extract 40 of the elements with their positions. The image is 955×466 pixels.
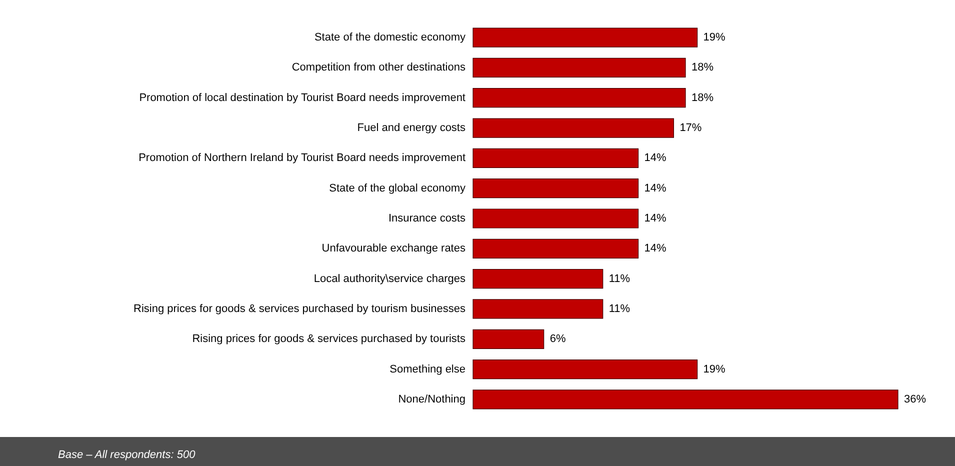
bar: [472, 58, 686, 78]
data-label: 14%: [644, 212, 667, 224]
data-label: 14%: [644, 152, 667, 164]
y-tick-label: Promotion of local destination by Tourist Board needs improvement: [139, 92, 466, 104]
bar: [472, 360, 698, 380]
bar: [472, 178, 639, 198]
data-label: 18%: [692, 62, 714, 74]
bar: [472, 88, 686, 108]
data-label: 6%: [550, 333, 566, 346]
bar: [472, 118, 674, 138]
y-tick-label: Local authority\service charges: [314, 272, 466, 285]
text: Base – All respondents: 500: [58, 449, 196, 461]
y-tick-label: State of the domestic economy: [314, 32, 466, 44]
bar: [472, 390, 898, 410]
data-label: 11%: [608, 302, 630, 315]
data-label: 14%: [644, 242, 667, 255]
data-label: 19%: [703, 363, 726, 376]
y-tick-label: Rising prices for goods & services purchased by tourists: [192, 333, 466, 346]
data-label: 19%: [703, 32, 726, 44]
y-tick-label: None/Nothing: [398, 393, 466, 406]
y-tick-label: Something else: [390, 363, 466, 376]
bar: [472, 269, 604, 289]
y-tick-label: Fuel and energy costs: [357, 122, 466, 134]
data-label: 36%: [904, 393, 926, 406]
y-tick-label: State of the global economy: [329, 182, 466, 194]
y-tick-label: Promotion of Northern Ireland by Tourist Board needs improvement: [138, 152, 466, 164]
bar: [472, 238, 639, 258]
y-tick-label: Rising prices for goods & services purchased by tourism businesses: [134, 302, 466, 315]
data-label: 18%: [692, 92, 714, 104]
y-tick-label: Competition from other destinations: [292, 62, 466, 74]
bar: [472, 28, 698, 48]
y-tick-label: Insurance costs: [388, 212, 466, 224]
bar: [472, 208, 639, 228]
data-label: 17%: [680, 122, 702, 134]
data-label: 14%: [644, 182, 667, 194]
bar: [472, 329, 544, 349]
bar: [472, 148, 639, 168]
y-tick-label: Unfavourable exchange rates: [322, 242, 466, 255]
bar: [472, 299, 604, 319]
data-label: 11%: [608, 272, 630, 285]
